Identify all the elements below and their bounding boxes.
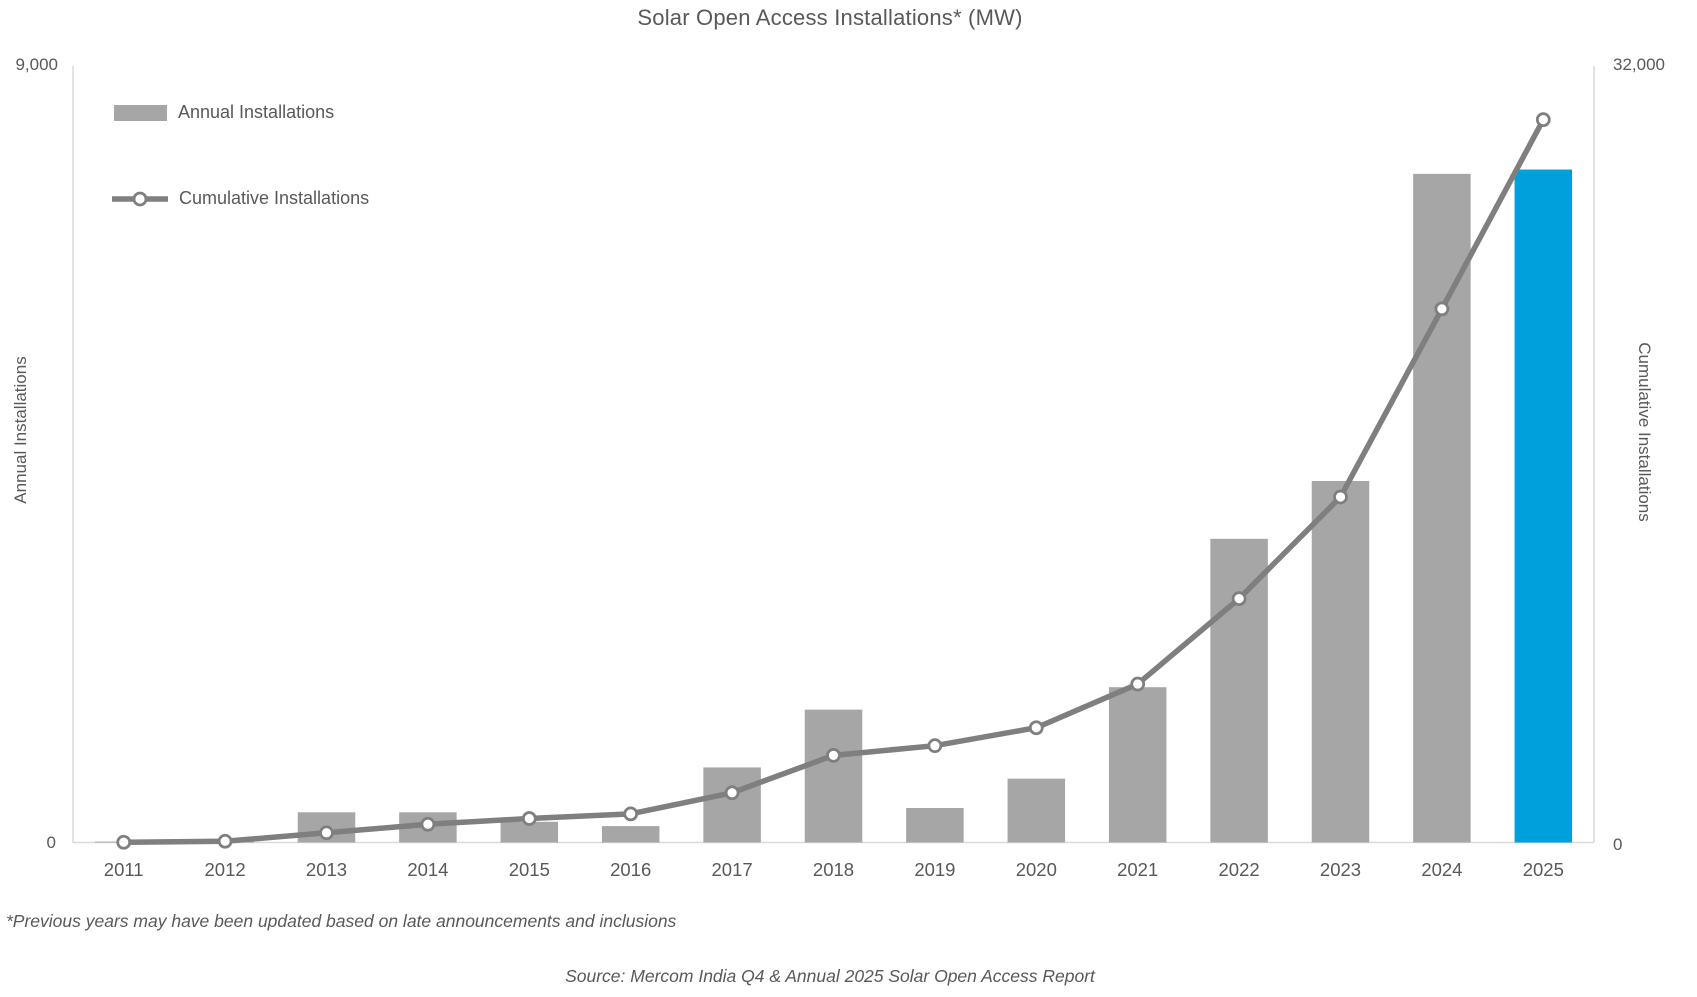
marker-2025 — [1535, 112, 1551, 128]
cumulative-line-series — [116, 112, 1551, 850]
x-axis-label-2025: 2025 — [1523, 859, 1564, 880]
legend-label-cumulative: Cumulative Installations — [179, 188, 370, 208]
marker-2020 — [1028, 720, 1044, 736]
x-axis-label-2018: 2018 — [813, 859, 854, 880]
x-axis-label-2016: 2016 — [610, 859, 651, 880]
marker-2018 — [826, 748, 841, 763]
bar-2018 — [804, 709, 863, 843]
legend-item-annual: Annual Installations — [114, 102, 334, 123]
annual-bars-series — [94, 169, 1573, 843]
bar-2023 — [1311, 480, 1370, 843]
x-axis-label-2014: 2014 — [407, 859, 448, 880]
marker-2013 — [319, 825, 334, 841]
marker-2014 — [420, 816, 436, 832]
bar-2021 — [1108, 687, 1167, 843]
x-axis-label-2017: 2017 — [712, 859, 753, 880]
footnote: *Previous years may have been updated ba… — [6, 911, 677, 931]
marker-2019 — [927, 738, 943, 754]
x-axis-labels: 2011 2012 2013 2014 2015 2016 2017 2018 2019 2020… — [104, 859, 1564, 880]
x-axis-label-2015: 2015 — [509, 859, 550, 880]
x-axis-label-2012: 2012 — [205, 859, 246, 880]
legend-label-annual: Annual Installations — [178, 102, 335, 122]
source-attribution: Source: Mercom India Q4 & Annual 2025 So… — [565, 966, 1095, 986]
bar-2015 — [500, 821, 559, 843]
bar-2024 — [1413, 173, 1471, 843]
legend-item-cumulative: Cumulative Installations — [112, 188, 369, 209]
x-axis-label-2011: 2011 — [104, 859, 144, 880]
x-axis-label-2019: 2019 — [914, 859, 955, 880]
x-axis-label-2023: 2023 — [1320, 859, 1361, 880]
marker-2023 — [1333, 489, 1348, 505]
bar-2019 — [906, 807, 964, 843]
legend-line-marker-icon — [112, 191, 168, 207]
x-axis-label-2020: 2020 — [1016, 859, 1057, 880]
marker-2012 — [217, 833, 233, 849]
bar-2016 — [601, 826, 660, 843]
x-axis-label-2013: 2013 — [306, 859, 347, 880]
marker-2022 — [1231, 591, 1247, 607]
bar-2017 — [703, 767, 761, 843]
bar-2025 — [1514, 169, 1573, 843]
marker-2024 — [1434, 301, 1450, 317]
marker-2016 — [623, 806, 639, 822]
bar-2022 — [1210, 538, 1268, 843]
x-axis-label-2021: 2021 — [1117, 859, 1158, 880]
left-axis-min-label: 0 — [46, 833, 56, 852]
right-axis-max-label: 32,000 — [1613, 55, 1665, 74]
marker-2015 — [521, 811, 537, 826]
marker-2017 — [724, 785, 740, 801]
marker-2021 — [1130, 676, 1146, 692]
chart-title: Solar Open Access Installations* (MW) — [637, 5, 1023, 30]
right-axis-min-label: 0 — [1613, 835, 1623, 854]
bar-2020 — [1007, 778, 1066, 843]
x-axis-label-2022: 2022 — [1219, 859, 1260, 880]
legend-swatch-annual-icon — [114, 104, 167, 121]
left-axis-max-label: 9,000 — [15, 55, 58, 74]
x-axis-label-2024: 2024 — [1421, 859, 1462, 880]
marker-2011 — [116, 834, 132, 850]
